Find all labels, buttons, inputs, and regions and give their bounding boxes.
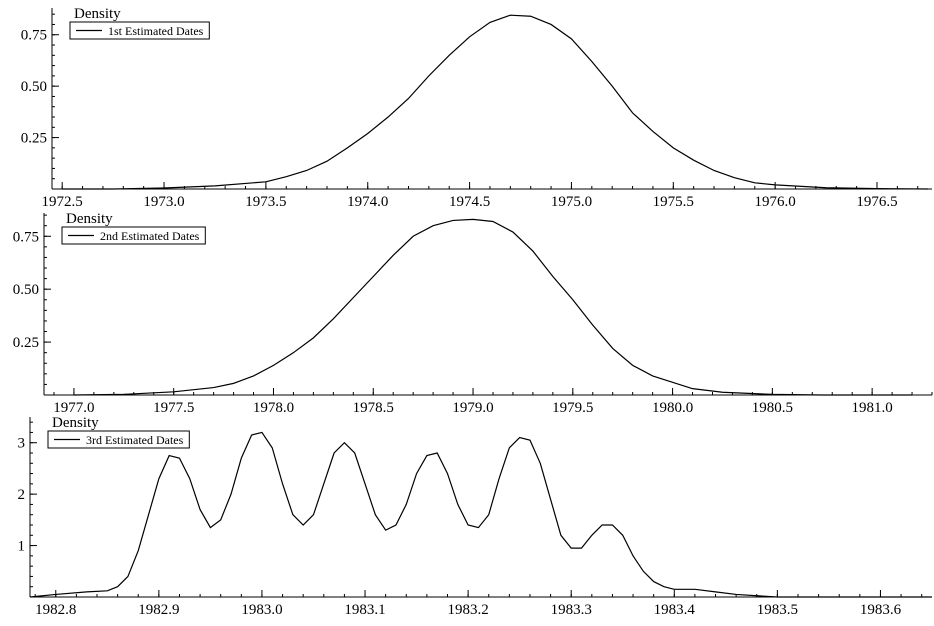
series-line-2 [73,218,913,396]
y-tick-label: 0.25 [21,131,47,147]
x-tick-label: 1982.9 [138,602,179,618]
legend-box [61,226,206,245]
legend-entry: 2nd Estimated Dates [100,229,200,243]
series-line-1 [62,14,928,190]
x-tick-label: 1983.1 [344,602,385,618]
legend-box [69,21,210,40]
x-tick-label: 1974.0 [347,194,388,210]
x-tick-label: 1983.4 [654,602,696,618]
legend-entry: 1st Estimated Dates [108,24,204,38]
x-tick-label: 1978.5 [353,400,394,416]
y-tick-label: 0.75 [13,229,39,245]
y-tick-label: 0.25 [13,335,39,351]
x-tick-label: 1982.8 [35,602,76,618]
x-tick-label: 1975.0 [551,194,592,210]
x-tick-label: 1978.0 [253,400,294,416]
x-tick-label: 1983.3 [551,602,592,618]
y-tick-label: 2 [18,487,26,503]
x-tick-label: 1973.0 [143,194,184,210]
y-tick-label: 0.75 [21,28,47,44]
y-tick-label: 0.50 [21,79,47,95]
x-tick-label: 1983.6 [860,602,902,618]
y-tick-label: 3 [18,436,26,452]
x-tick-label: 1973.5 [245,194,286,210]
y-tick-label: 0.50 [13,282,39,298]
x-tick-label: 1977.0 [53,400,94,416]
x-tick-label: 1976.0 [755,194,796,210]
x-tick-label: 1981.0 [852,400,893,416]
y-axis-title: Density [52,415,99,431]
x-tick-label: 1983.2 [447,602,488,618]
chart-panel-3: 1982.8 1982.9 1983.0 1983.1 1983.2 1983.3 1983… [18,415,932,618]
y-axis-title: Density [74,6,121,22]
y-tick-label: 1 [18,539,26,555]
x-tick-label: 1977.5 [153,400,194,416]
x-tick-label: 1983.5 [757,602,798,618]
x-tick-label: 1983.0 [241,602,282,618]
x-tick-label: 1975.5 [653,194,694,210]
chart-panel-2: 1977.0 1977.5 1978.0 1978.5 1979.0 1979.5 1980… [13,211,933,416]
x-tick-label: 1979.5 [552,400,593,416]
x-tick-label: 1974.5 [449,194,490,210]
x-tick-label: 1979.0 [452,400,493,416]
y-axis-title: Density [66,211,113,227]
series-line-3 [29,431,932,598]
x-tick-label: 1980.5 [752,400,793,416]
legend-entry: 3rd Estimated Dates [86,433,184,447]
x-tick-label: 1976.5 [856,194,897,210]
legend-box [47,430,190,449]
x-tick-label: 1980.0 [652,400,693,416]
x-tick-label: 1972.5 [42,194,83,210]
chart-panel-1: 1972.5 1973.0 1973.5 1974.0 1974.5 1975.0 1975… [21,6,932,210]
